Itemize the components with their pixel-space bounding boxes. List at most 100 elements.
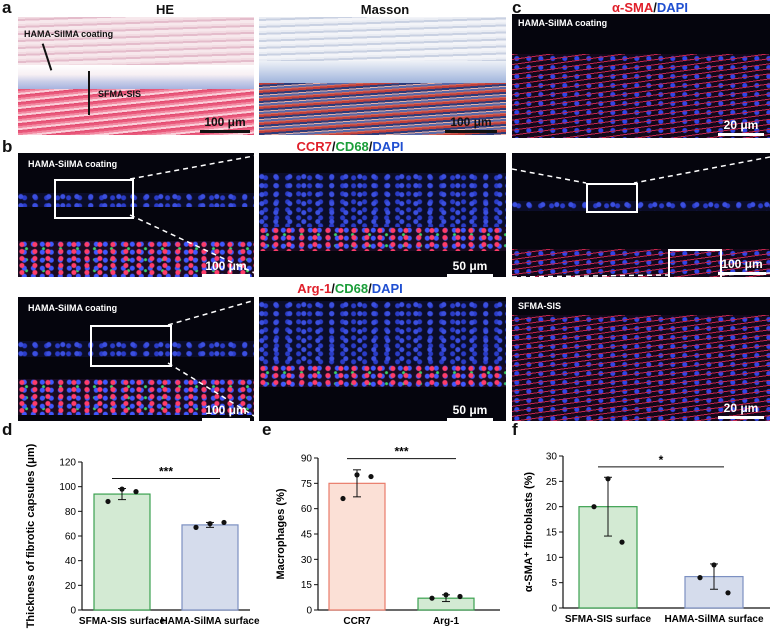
asma-zoom-lines	[512, 156, 770, 277]
ccr7-coating-label: HAMA-SilMA coating	[28, 159, 118, 169]
category-label: HAMA-SilMA surface	[160, 616, 260, 627]
data-point	[368, 473, 374, 480]
he-coating-label: HAMA-SilMA coating	[24, 29, 114, 39]
ccr7-zoom-box	[54, 179, 134, 219]
category-label: CCR7	[343, 616, 371, 627]
data-point	[207, 521, 213, 527]
y-tick-label: 80	[65, 507, 77, 518]
category-label: HAMA-SilMA surface	[664, 614, 764, 625]
ccr7-overview-micrograph: HAMA-SilMA coating 100 μm	[18, 153, 254, 277]
he-title: HE	[155, 2, 175, 17]
stain-ccr7-cd68-dapi: CCR7/CD68/DAPI	[296, 139, 404, 154]
category-label: Arg-1	[433, 616, 460, 627]
data-point	[429, 595, 435, 601]
data-point	[340, 495, 346, 502]
masson-micrograph: 100 μm	[259, 17, 506, 135]
asma-coating-micrograph: HAMA-SilMA coating 20 μm	[512, 14, 770, 138]
y-tick-label: 0	[306, 606, 312, 617]
ccr7-zoom-micrograph: 50 μm	[259, 153, 506, 277]
data-point	[725, 590, 731, 596]
y-tick-label: 100	[59, 482, 76, 493]
arg1-scale-left: 100 μm	[202, 403, 250, 421]
data-point	[193, 524, 199, 530]
data-point	[221, 519, 227, 526]
data-point	[119, 486, 125, 492]
y-tick-label: 60	[301, 504, 313, 515]
y-tick-label: 5	[551, 578, 557, 589]
data-point	[443, 592, 449, 598]
data-point	[133, 489, 139, 495]
he-sis-arrow	[88, 71, 90, 115]
data-point	[605, 476, 611, 482]
category-label: SFMA-SIS surface	[79, 616, 166, 627]
stain-arg1-cd68-dapi: Arg-1/CD68/DAPI	[297, 281, 403, 296]
data-point	[105, 498, 111, 505]
asma-scale-top: 20 μm	[718, 118, 764, 136]
asma-overview-micrograph: 100 μm	[512, 153, 770, 277]
y-tick-label: 15	[301, 580, 313, 591]
masson-scale-bar: 100 μm	[445, 115, 497, 133]
ccr7-scale-left: 100 μm	[202, 259, 250, 277]
he-sis-label: SFMA-SIS	[98, 89, 142, 99]
y-tick-label: 75	[301, 479, 313, 490]
y-tick-label: 0	[551, 604, 557, 615]
y-tick-label: 10	[546, 553, 558, 564]
y-axis-label: Thickness of fibrotic capsules (μm)	[25, 443, 37, 628]
significance-stars: ***	[394, 445, 408, 459]
panel-label-c: c	[512, 0, 522, 17]
y-tick-label: 25	[546, 477, 558, 488]
bar	[93, 493, 151, 611]
y-tick-label: 15	[546, 528, 558, 539]
stain-asma-dapi: α-SMA/DAPI	[612, 0, 688, 15]
he-scale-bar: 100 μm	[200, 115, 250, 133]
panel-label-d: d	[2, 420, 13, 439]
asma-scale-bot: 20 μm	[718, 401, 764, 419]
y-tick-label: 40	[65, 556, 77, 567]
he-micrograph: HAMA-SilMA coating SFMA-SIS 100 μm	[18, 17, 254, 135]
y-tick-label: 45	[301, 530, 313, 541]
y-tick-label: 30	[301, 555, 313, 566]
significance-stars: ***	[159, 465, 173, 479]
y-tick-label: 20	[546, 502, 558, 513]
arg1-zoom-lines	[167, 298, 260, 420]
y-tick-label: 60	[65, 532, 77, 543]
y-tick-label: 30	[546, 452, 558, 463]
chart-f: 0 5 10 15 20 25 30 α-SMA⁺ fibroblasts (%) SFMA-S…	[523, 452, 770, 625]
y-axis-label: α-SMA⁺ fibroblasts (%)	[523, 472, 535, 592]
bar	[181, 524, 239, 611]
chart-e: 0 15 30 45 60 75 90 Macrophages (%) CCR7 Arg-1 ***	[275, 445, 500, 627]
data-point	[697, 575, 703, 581]
y-tick-label: 120	[59, 458, 76, 469]
data-point	[591, 504, 597, 510]
panel-label-a: a	[2, 0, 12, 17]
significance-stars: *	[659, 453, 664, 467]
asma-coating-label: HAMA-SilMA coating	[518, 18, 608, 28]
y-tick-label: 20	[65, 581, 77, 592]
asma-zoom-box-bottom	[668, 249, 722, 277]
y-tick-label: 0	[70, 606, 76, 617]
y-tick-label: 90	[301, 454, 313, 465]
arg1-zoom-micrograph: 50 μm	[259, 297, 506, 421]
data-point	[354, 472, 360, 478]
bar	[328, 482, 386, 611]
masson-title: Masson	[360, 2, 410, 17]
asma-zoom-box-top	[586, 183, 638, 213]
ccr7-scale-right: 50 μm	[447, 259, 493, 277]
data-point	[619, 539, 625, 545]
arg1-overview-micrograph: HAMA-SilMA coating 100 μm	[18, 297, 254, 421]
data-point	[711, 562, 717, 568]
arg1-scale-right: 50 μm	[447, 403, 493, 421]
asma-sis-micrograph: SFMA-SIS 20 μm	[512, 297, 770, 421]
data-point	[457, 593, 463, 600]
panel-label-f: f	[512, 420, 518, 439]
ccr7-zoom-lines	[129, 154, 260, 276]
y-axis-label: Macrophages (%)	[275, 488, 287, 579]
arg1-coating-label: HAMA-SilMA coating	[28, 303, 118, 313]
chart-d: 0 20 40 60 80 100 120 Thickness of fibrotic cap…	[25, 443, 260, 628]
asma-sis-label: SFMA-SIS	[518, 301, 562, 311]
panel-label-e: e	[262, 420, 272, 439]
arg1-zoom-box	[90, 325, 172, 367]
panel-label-b: b	[2, 137, 13, 156]
category-label: SFMA-SIS surface	[565, 614, 652, 625]
